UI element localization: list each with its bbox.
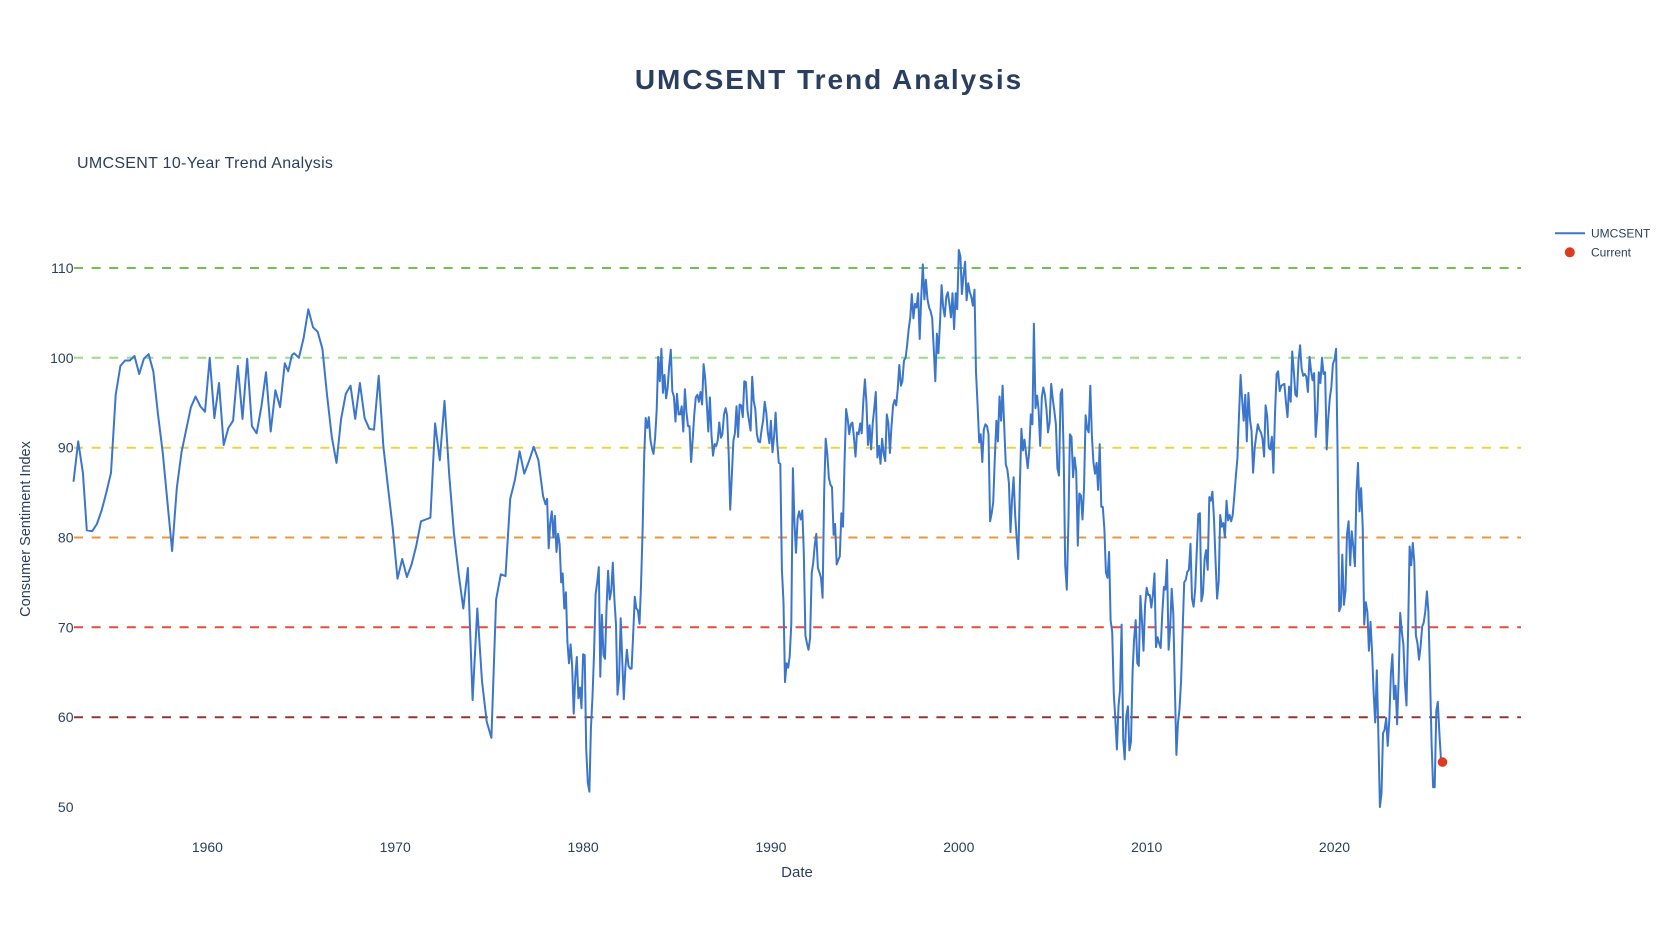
svg-text:Date: Date [781,864,813,881]
svg-text:1980: 1980 [568,839,599,855]
svg-text:80: 80 [58,530,74,546]
svg-text:1990: 1990 [755,839,786,855]
svg-text:2010: 2010 [1131,839,1162,855]
svg-text:60: 60 [58,709,74,725]
svg-text:90: 90 [58,440,74,456]
svg-text:UMCSENT Trend Analysis: UMCSENT Trend Analysis [635,64,1023,95]
svg-text:UMCSENT: UMCSENT [1591,226,1651,240]
svg-text:50: 50 [58,799,74,815]
svg-text:2020: 2020 [1319,839,1350,855]
svg-text:1970: 1970 [380,839,411,855]
svg-text:2000: 2000 [943,839,974,855]
svg-text:1960: 1960 [192,839,223,855]
svg-text:Consumer Sentiment Index: Consumer Sentiment Index [18,440,34,616]
svg-text:Current: Current [1591,245,1632,259]
svg-text:100: 100 [50,350,74,366]
svg-text:110: 110 [51,260,74,276]
svg-text:70: 70 [58,619,74,635]
svg-text:UMCSENT 10-Year Trend Analysis: UMCSENT 10-Year Trend Analysis [77,155,333,172]
